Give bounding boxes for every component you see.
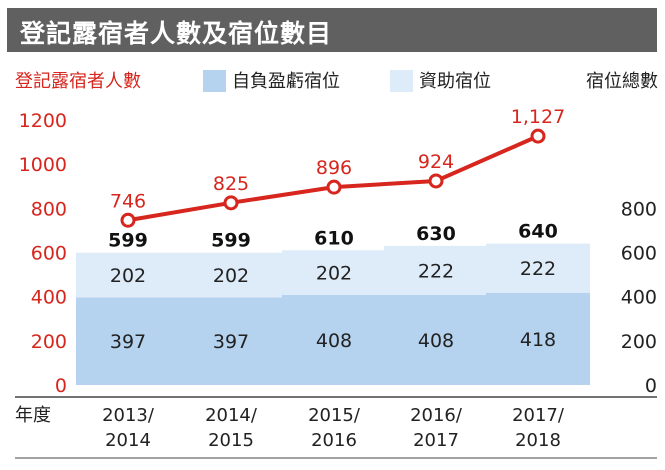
title-bar: 登記露宿者人數及宿位數目 <box>7 8 657 52</box>
bar-label-series-1: 418 <box>520 329 556 351</box>
right-axis-tick-200: 200 <box>621 331 657 353</box>
x-tick-label-line-2: 2014 <box>105 430 151 451</box>
line-point-label: 924 <box>418 151 454 173</box>
chart-title: 登記露宿者人數及宿位數目 <box>20 19 333 48</box>
x-tick-label-line-1: 2015/ <box>308 405 361 426</box>
legend-line-label: 登記露宿者人數 <box>15 71 141 92</box>
bar-label-series-2: 222 <box>418 260 454 282</box>
right-axis-tick-800: 800 <box>621 198 657 220</box>
bar-label-series-1: 408 <box>316 330 352 352</box>
left-axis-tick-600: 600 <box>31 243 67 265</box>
bar-series-1 <box>282 294 386 385</box>
right-axis-tick-600: 600 <box>621 243 657 265</box>
line-point <box>428 173 444 189</box>
right-axis-tick-0: 0 <box>645 375 657 397</box>
bar-label-series-2: 202 <box>213 265 249 287</box>
left-axis-tick-400: 400 <box>31 287 67 309</box>
bar-series-1 <box>384 294 488 385</box>
bar-total-label: 640 <box>518 221 558 243</box>
line-point <box>326 179 342 195</box>
left-axis-tick-0: 0 <box>55 375 67 397</box>
line-point-label: 746 <box>110 190 146 212</box>
x-tick-label-line-2: 2016 <box>311 430 357 451</box>
line-point <box>530 128 546 144</box>
x-tick-label-line-1: 2016/ <box>410 405 463 426</box>
bar-total-label: 630 <box>416 223 456 245</box>
bar-label-series-1: 408 <box>418 330 454 352</box>
bar-label-series-2: 202 <box>316 263 352 285</box>
x-tick-label-line-1: 2017/ <box>512 405 565 426</box>
x-tick-label-line-2: 2015 <box>208 430 254 451</box>
left-axis-tick-800: 800 <box>31 198 67 220</box>
legend-series-2-label: 資助宿位 <box>419 71 491 92</box>
bar-series-2 <box>486 243 590 293</box>
bar-label-series-2: 202 <box>110 265 146 287</box>
bar-label-series-2: 222 <box>520 258 556 280</box>
left-axis-tick-1000: 1000 <box>19 154 67 176</box>
legend-swatch-series-1 <box>203 70 226 92</box>
bar-series-2 <box>282 250 386 295</box>
bar-series-1 <box>179 297 283 385</box>
line-point <box>223 195 239 211</box>
legend-series-1-label: 自負盈虧宿位 <box>232 71 340 92</box>
bar-total-label: 599 <box>108 230 148 252</box>
bar-label-series-1: 397 <box>110 331 146 353</box>
x-axis-title: 年度 <box>15 405 51 426</box>
x-tick-label-line-1: 2013/ <box>102 405 155 426</box>
bar-series-1 <box>76 297 180 385</box>
bar-series-1 <box>486 292 590 385</box>
line-point-label: 825 <box>213 173 249 195</box>
bar-series-2 <box>179 252 283 298</box>
legend-swatch-series-2 <box>390 70 413 92</box>
line-point-label: 1,127 <box>511 106 565 128</box>
x-tick-label-line-2: 2018 <box>515 430 561 451</box>
x-tick-label-line-2: 2017 <box>413 430 459 451</box>
x-tick-label-line-1: 2014/ <box>205 405 258 426</box>
right-axis-tick-400: 400 <box>621 287 657 309</box>
bar-series-2 <box>76 252 180 298</box>
left-axis-tick-200: 200 <box>31 331 67 353</box>
legend-total-label: 宿位總數 <box>586 71 658 92</box>
bar-label-series-1: 397 <box>213 331 249 353</box>
bar-total-label: 599 <box>211 230 251 252</box>
left-axis-tick-1200: 1200 <box>19 110 67 132</box>
line-point-label: 896 <box>316 157 352 179</box>
bar-total-label: 610 <box>314 227 354 249</box>
bar-series-2 <box>384 245 488 295</box>
line-point <box>120 212 136 228</box>
